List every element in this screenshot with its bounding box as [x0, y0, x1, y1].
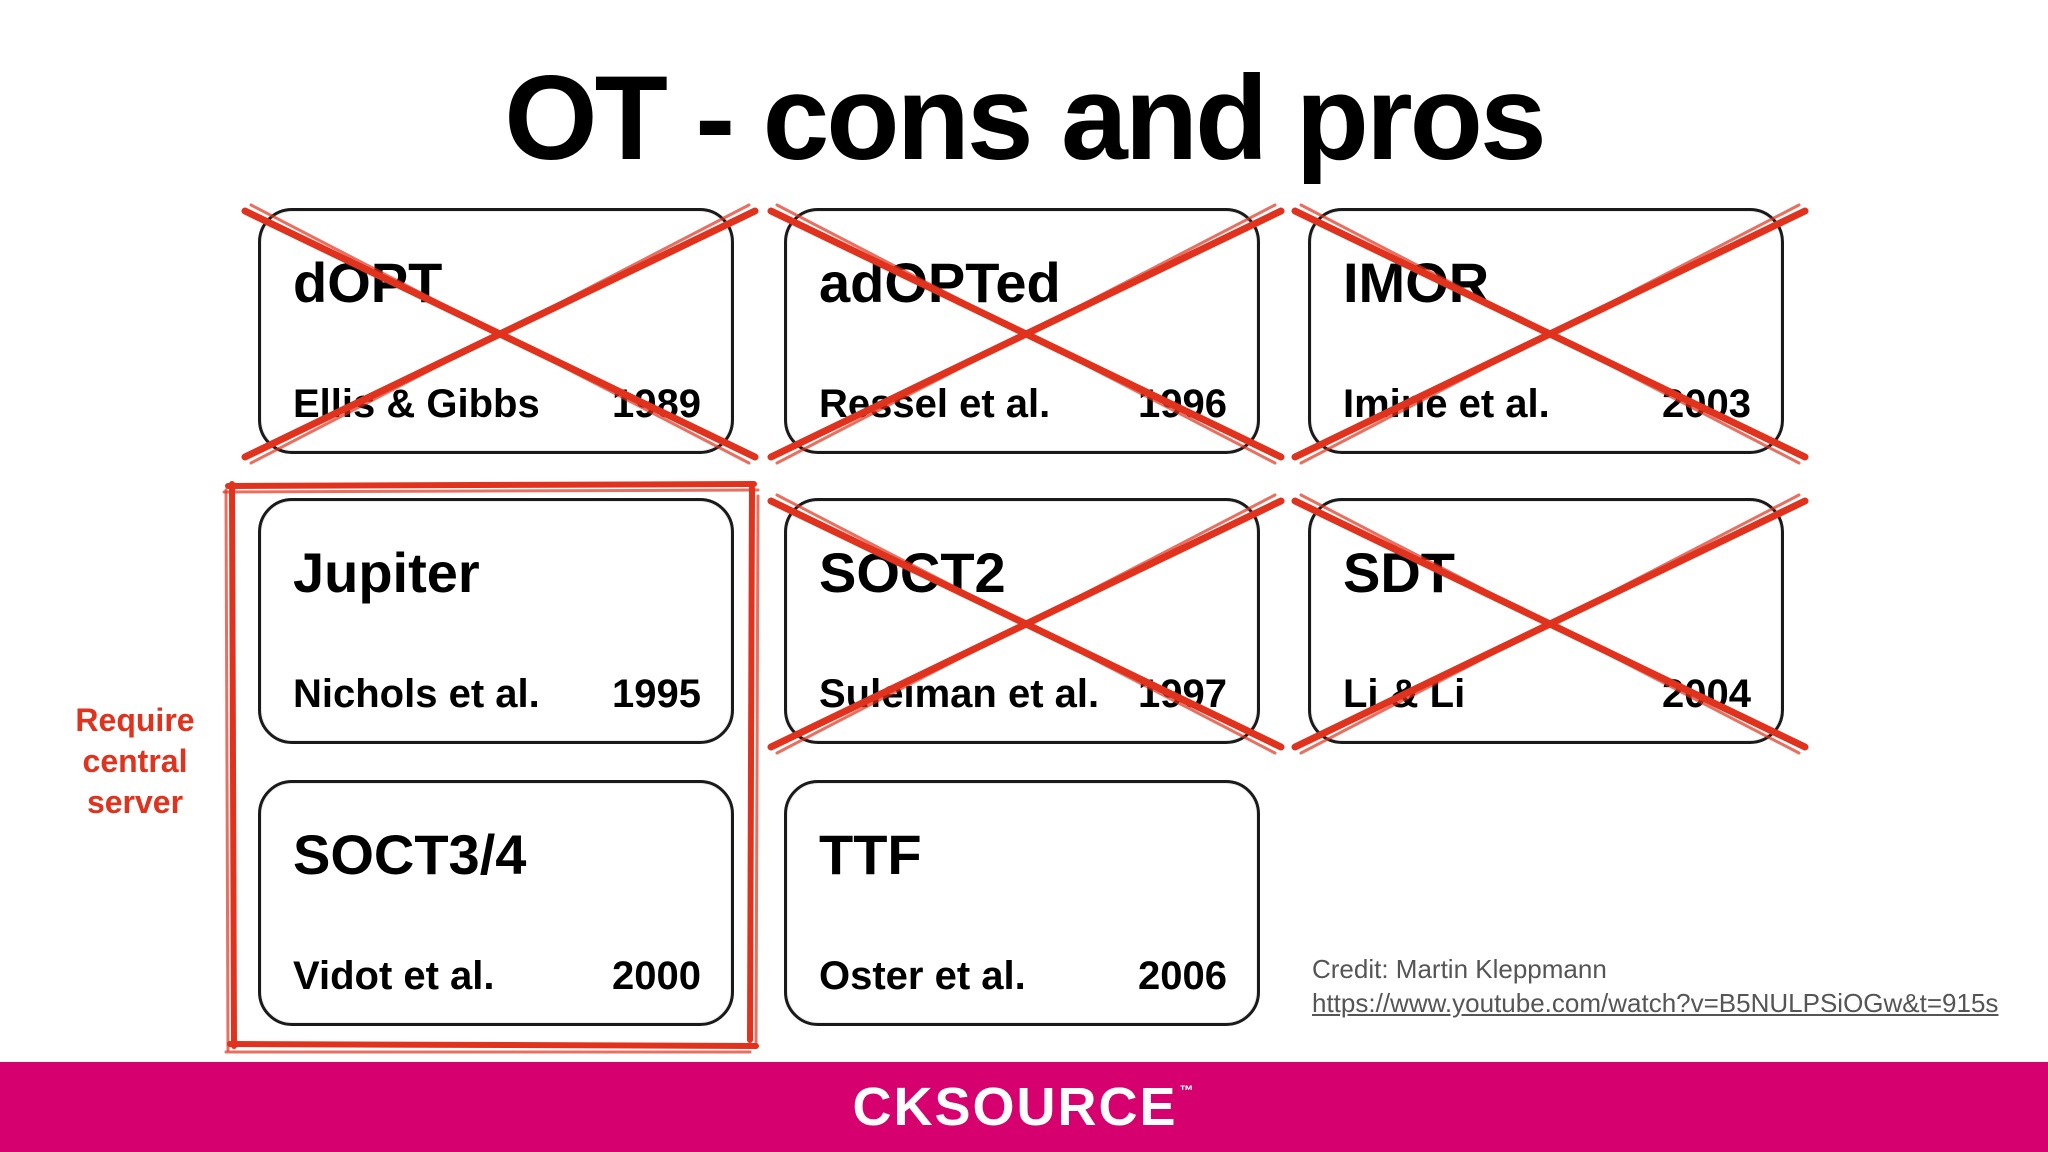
slide-title: OT - cons and pros — [504, 51, 1546, 185]
card-year: 2004 — [1662, 672, 1751, 716]
card-year: 2000 — [612, 954, 701, 998]
card-year: 1997 — [1138, 672, 1227, 716]
card-author: Ellis & Gibbs — [293, 382, 540, 426]
red-cross-mark — [767, 203, 1285, 465]
credit-text: Credit: Martin Kleppmann — [1312, 954, 1607, 984]
card-year: 1989 — [612, 382, 701, 426]
credit: Credit: Martin Kleppmann https://www.you… — [1312, 952, 1998, 1020]
card-sdt: SDT Li & Li 2004 — [1291, 493, 1809, 755]
card-name: dOPT — [293, 251, 443, 314]
card-author: Suleiman et al. — [819, 672, 1100, 716]
card-name: adOPTed — [819, 251, 1061, 314]
card-jupiter: Jupiter Nichols et al. 1995 — [258, 498, 734, 744]
card-year: 2003 — [1662, 382, 1751, 426]
footer-bar: CKSOURCE ™ — [0, 1062, 2048, 1152]
cksource-logo: CKSOURCE ™ — [0, 1062, 2048, 1152]
trademark-mark: ™ — [1179, 1082, 1196, 1098]
card-author: Nichols et al. — [293, 672, 540, 716]
annotation-line: central — [82, 743, 188, 779]
card-year: 1996 — [1138, 382, 1227, 426]
card-year: 2006 — [1138, 954, 1227, 998]
card-name: Jupiter — [293, 541, 480, 604]
red-cross-mark — [1291, 203, 1809, 465]
card-author: Oster et al. — [819, 954, 1026, 998]
card-dopt: dOPT Ellis & Gibbs 1989 — [241, 203, 759, 465]
red-cross-mark — [767, 493, 1285, 755]
card-soct2: SOCT2 Suleiman et al. 1997 — [767, 493, 1285, 755]
card-soct34: SOCT3/4 Vidot et al. 2000 — [258, 780, 734, 1026]
red-cross-mark — [241, 203, 759, 465]
card-name: TTF — [819, 823, 922, 886]
card-name: SDT — [1343, 541, 1455, 604]
card-ttf: TTF Oster et al. 2006 — [784, 780, 1260, 1026]
card-author: Ressel et al. — [819, 382, 1051, 426]
card-name: IMOR — [1343, 251, 1490, 314]
card-name: SOCT2 — [819, 541, 1006, 604]
red-cross-mark — [1291, 493, 1809, 755]
logo-text: CKSOURCE — [852, 1077, 1178, 1137]
card-name: SOCT3/4 — [293, 823, 527, 886]
annotation-line: server — [86, 784, 184, 820]
card-adopted: adOPTed Ressel et al. 1996 — [767, 203, 1285, 465]
card-author: Li & Li — [1343, 672, 1466, 716]
central-server-annotation: Require central server — [40, 700, 230, 823]
card-imor: IMOR Imine et al. 2003 — [1291, 203, 1809, 465]
card-author: Imine et al. — [1343, 382, 1550, 426]
card-author: Vidot et al. — [293, 954, 495, 998]
credit-link[interactable]: https://www.youtube.com/watch?v=B5NULPSi… — [1312, 988, 1999, 1018]
annotation-line: Require — [75, 702, 195, 738]
card-year: 1995 — [612, 672, 701, 716]
